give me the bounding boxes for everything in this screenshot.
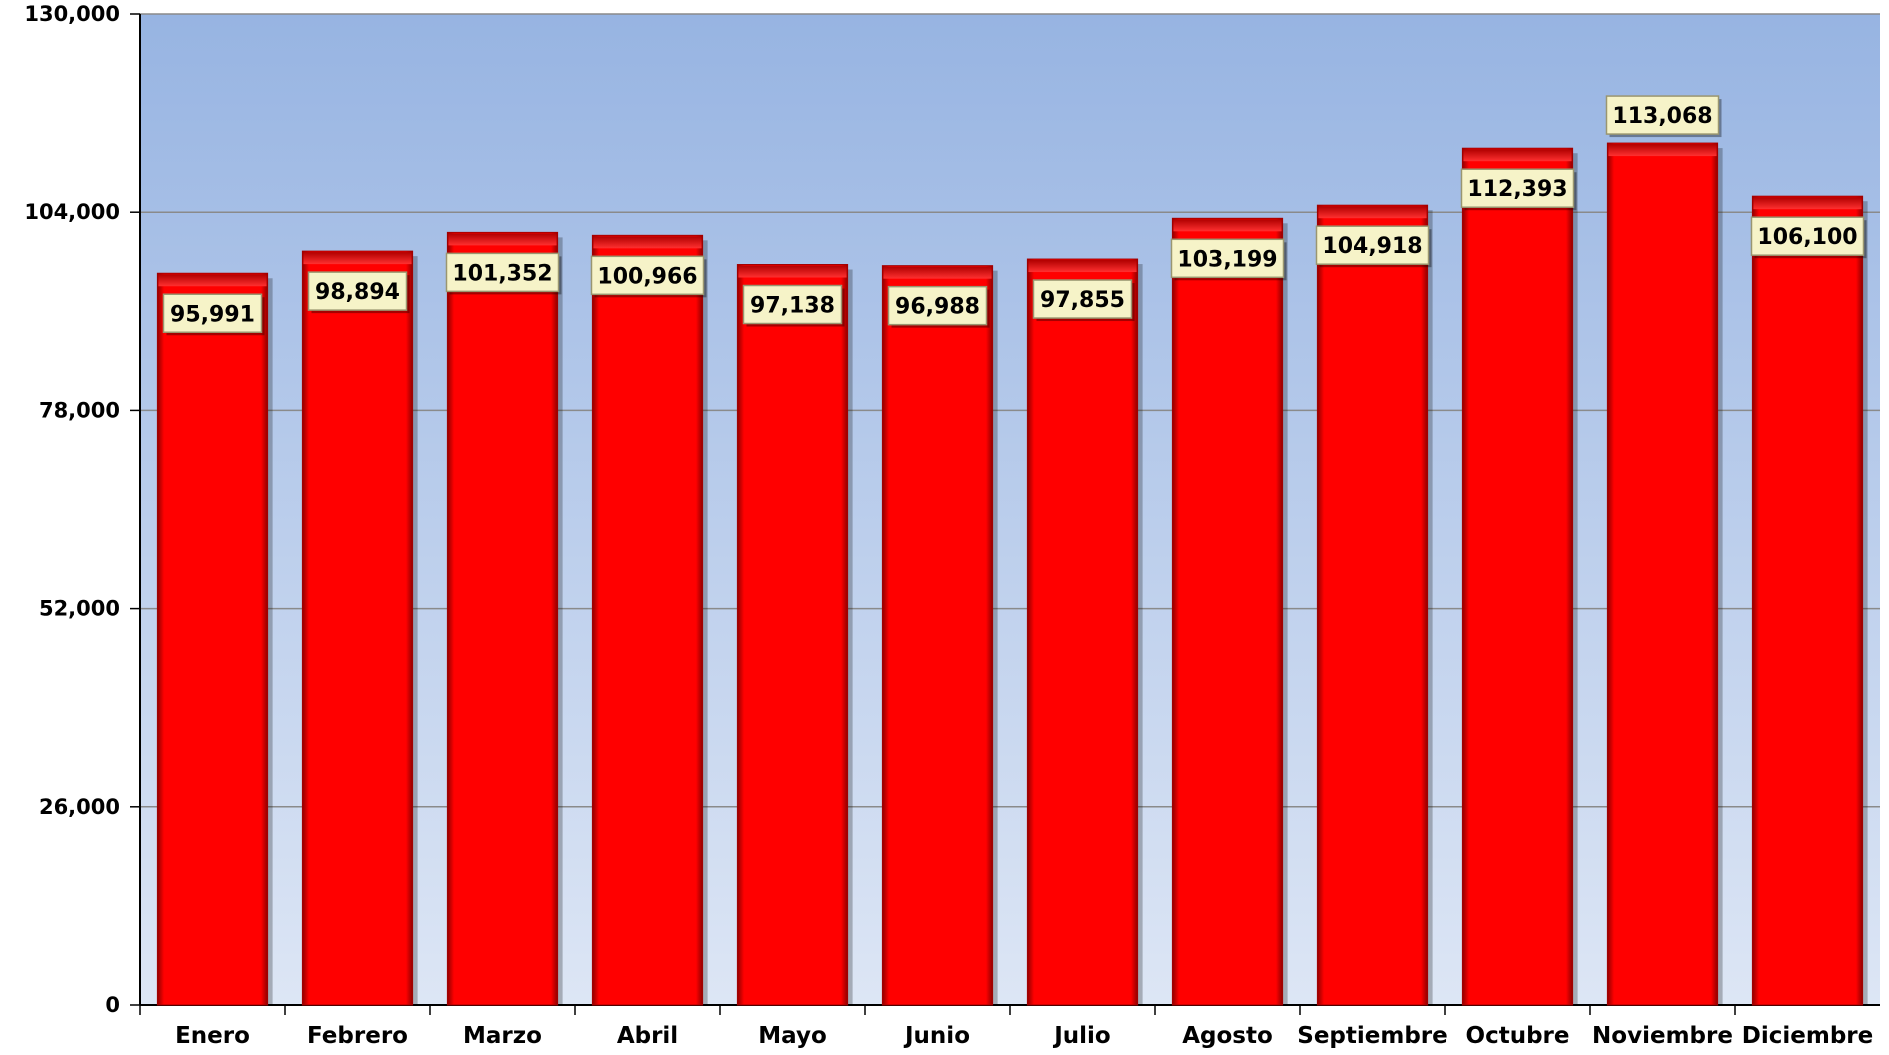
data-label-box	[1315, 225, 1430, 265]
x-tick-label: Septiembre	[1297, 1023, 1447, 1049]
y-tick-label: 0	[105, 993, 120, 1017]
bar-bevel	[1463, 149, 1572, 162]
bar-bevel	[448, 233, 557, 246]
bar-febrero	[301, 250, 414, 1006]
bar-julio	[1026, 258, 1139, 1006]
bar-bevel	[158, 274, 267, 287]
data-label-box	[1170, 238, 1285, 279]
bar-bevel	[1028, 260, 1137, 273]
bar-enero	[156, 272, 269, 1006]
x-tick-label: Diciembre	[1742, 1023, 1873, 1049]
data-label-box	[1032, 279, 1133, 319]
data-label: 106,100	[1757, 225, 1857, 250]
axes: 0 26,000 52,000 78,000 104,000 130,000 Enero Fe…	[24, 2, 1880, 1049]
bar-octubre	[1461, 147, 1574, 1006]
x-tick-label: Julio	[1052, 1023, 1111, 1049]
data-label: 112,393	[1467, 177, 1567, 202]
x-tick-label: Octubre	[1466, 1023, 1570, 1049]
bar-bevel	[303, 252, 412, 265]
data-label-box	[1605, 95, 1720, 135]
x-tick-label: Marzo	[463, 1023, 542, 1049]
bar-septiembre	[1316, 204, 1429, 1006]
data-label-box	[590, 255, 705, 296]
data-label-box	[887, 285, 988, 326]
x-tick-label: Noviembre	[1592, 1023, 1733, 1049]
y-tick-label: 104,000	[24, 200, 120, 224]
data-label: 103,199	[1177, 247, 1277, 272]
bar-agosto	[1171, 217, 1284, 1006]
y-tick-label: 130,000	[24, 2, 120, 26]
bar-bevel	[1753, 197, 1862, 210]
data-label: 97,138	[750, 294, 835, 319]
bar-bevel	[738, 265, 847, 278]
bar-diciembre	[1751, 195, 1864, 1006]
data-label: 100,966	[597, 264, 697, 289]
data-labels: 95,991 98,894 101,352 100,966 97,138 96,988 97…	[162, 95, 1867, 336]
bar-noviembre	[1606, 142, 1719, 1006]
x-tick-label: Enero	[175, 1023, 250, 1049]
x-tick-label: Junio	[903, 1023, 970, 1049]
bar-marzo	[446, 231, 559, 1006]
x-tick-label: Mayo	[758, 1023, 827, 1049]
data-label: 97,855	[1040, 288, 1125, 313]
data-label: 104,918	[1322, 234, 1422, 259]
gridlines	[140, 13, 1880, 808]
data-label-box	[1460, 168, 1575, 208]
data-label: 96,988	[895, 295, 980, 320]
data-label-box	[445, 252, 560, 293]
data-label-box	[1750, 216, 1865, 256]
x-tick-label: Agosto	[1182, 1023, 1273, 1049]
data-label-box	[307, 271, 408, 311]
x-tick-label: Febrero	[307, 1023, 408, 1049]
bar-bevel	[883, 266, 992, 279]
data-label: 98,894	[315, 280, 400, 305]
bars	[156, 142, 1868, 1006]
y-tick-label: 78,000	[39, 398, 120, 422]
x-tick-label: Abril	[617, 1023, 678, 1049]
bar-bevel	[1318, 206, 1427, 219]
bar-abril	[591, 234, 704, 1006]
y-tick-label: 26,000	[39, 795, 120, 819]
y-tick-label: 52,000	[39, 597, 120, 621]
data-label: 101,352	[452, 261, 552, 286]
bar-mayo	[736, 264, 849, 1006]
data-label-box	[162, 293, 263, 334]
data-label-box	[742, 284, 843, 325]
bar-junio	[881, 265, 994, 1006]
plot-area	[140, 14, 1880, 1005]
bar-bevel	[593, 236, 702, 249]
data-label: 95,991	[170, 302, 255, 327]
bar-bevel	[1608, 144, 1717, 157]
data-label: 113,068	[1612, 104, 1712, 129]
bar-bevel	[1173, 219, 1282, 232]
